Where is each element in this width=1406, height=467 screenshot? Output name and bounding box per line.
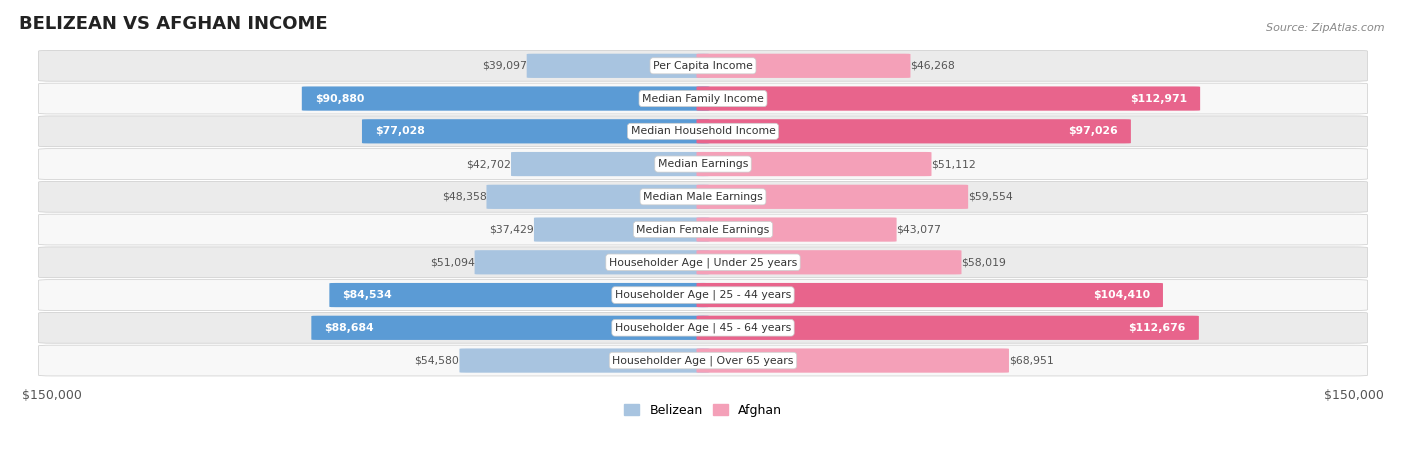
FancyBboxPatch shape xyxy=(486,184,710,209)
FancyBboxPatch shape xyxy=(38,247,1368,278)
Text: $112,971: $112,971 xyxy=(1130,93,1187,104)
Text: $59,554: $59,554 xyxy=(969,192,1012,202)
Text: Median Female Earnings: Median Female Earnings xyxy=(637,225,769,234)
Text: Median Household Income: Median Household Income xyxy=(630,126,776,136)
FancyBboxPatch shape xyxy=(696,119,1130,143)
Text: $48,358: $48,358 xyxy=(441,192,486,202)
FancyBboxPatch shape xyxy=(460,348,710,373)
Legend: Belizean, Afghan: Belizean, Afghan xyxy=(620,398,786,422)
FancyBboxPatch shape xyxy=(696,348,1010,373)
FancyBboxPatch shape xyxy=(475,250,710,275)
FancyBboxPatch shape xyxy=(696,316,1199,340)
Text: Median Earnings: Median Earnings xyxy=(658,159,748,169)
FancyBboxPatch shape xyxy=(38,345,1368,376)
FancyBboxPatch shape xyxy=(361,119,710,143)
FancyBboxPatch shape xyxy=(696,184,969,209)
Text: Per Capita Income: Per Capita Income xyxy=(652,61,754,71)
Text: $104,410: $104,410 xyxy=(1092,290,1150,300)
Text: $46,268: $46,268 xyxy=(911,61,955,71)
FancyBboxPatch shape xyxy=(696,250,962,275)
Text: $77,028: $77,028 xyxy=(375,126,425,136)
FancyBboxPatch shape xyxy=(696,86,1201,111)
FancyBboxPatch shape xyxy=(329,283,710,307)
Text: $68,951: $68,951 xyxy=(1010,355,1053,366)
FancyBboxPatch shape xyxy=(38,50,1368,81)
FancyBboxPatch shape xyxy=(510,152,710,176)
Text: Householder Age | Under 25 years: Householder Age | Under 25 years xyxy=(609,257,797,268)
Text: $39,097: $39,097 xyxy=(482,61,527,71)
Text: Median Family Income: Median Family Income xyxy=(643,93,763,104)
Text: $112,676: $112,676 xyxy=(1129,323,1185,333)
Text: $54,580: $54,580 xyxy=(415,355,460,366)
FancyBboxPatch shape xyxy=(696,152,932,176)
Text: $97,026: $97,026 xyxy=(1069,126,1118,136)
FancyBboxPatch shape xyxy=(302,86,710,111)
Text: $88,684: $88,684 xyxy=(325,323,374,333)
Text: Householder Age | Over 65 years: Householder Age | Over 65 years xyxy=(612,355,794,366)
FancyBboxPatch shape xyxy=(38,116,1368,147)
Text: $42,702: $42,702 xyxy=(467,159,510,169)
FancyBboxPatch shape xyxy=(696,54,911,78)
FancyBboxPatch shape xyxy=(696,283,1163,307)
Text: $51,094: $51,094 xyxy=(430,257,475,267)
FancyBboxPatch shape xyxy=(38,214,1368,245)
Text: BELIZEAN VS AFGHAN INCOME: BELIZEAN VS AFGHAN INCOME xyxy=(20,15,328,33)
FancyBboxPatch shape xyxy=(696,218,897,242)
Text: Median Male Earnings: Median Male Earnings xyxy=(643,192,763,202)
Text: Source: ZipAtlas.com: Source: ZipAtlas.com xyxy=(1267,23,1385,33)
FancyBboxPatch shape xyxy=(38,312,1368,343)
FancyBboxPatch shape xyxy=(38,280,1368,311)
Text: Householder Age | 45 - 64 years: Householder Age | 45 - 64 years xyxy=(614,323,792,333)
FancyBboxPatch shape xyxy=(534,218,710,242)
Text: $90,880: $90,880 xyxy=(315,93,364,104)
Text: $43,077: $43,077 xyxy=(897,225,942,234)
Text: Householder Age | 25 - 44 years: Householder Age | 25 - 44 years xyxy=(614,290,792,300)
FancyBboxPatch shape xyxy=(527,54,710,78)
Text: $58,019: $58,019 xyxy=(962,257,1007,267)
FancyBboxPatch shape xyxy=(38,83,1368,114)
Text: $51,112: $51,112 xyxy=(932,159,976,169)
FancyBboxPatch shape xyxy=(38,181,1368,212)
Text: $84,534: $84,534 xyxy=(343,290,392,300)
Text: $37,429: $37,429 xyxy=(489,225,534,234)
FancyBboxPatch shape xyxy=(311,316,710,340)
FancyBboxPatch shape xyxy=(38,149,1368,179)
